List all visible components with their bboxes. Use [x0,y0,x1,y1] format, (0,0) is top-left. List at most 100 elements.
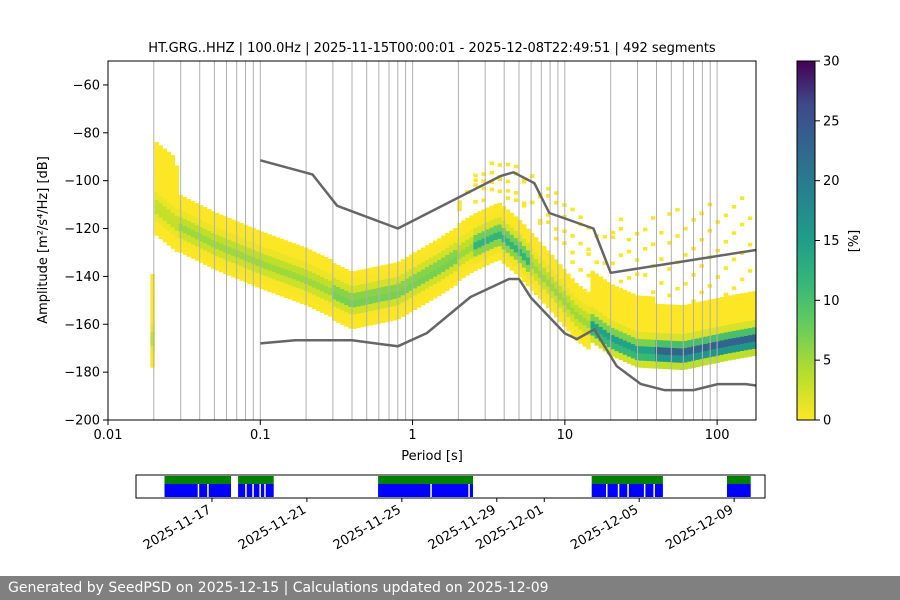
timeline-tick-label: 2025-11-21 [236,502,309,553]
heatmap-cell [360,269,365,277]
heatmap-cell [235,235,240,244]
heatmap-cell [687,303,692,312]
heatmap-cell [255,244,260,252]
heatmap-cell [344,319,349,327]
heatmap-cell [711,327,716,335]
heatmap-cell [723,296,729,304]
heatmap-cell-sparse [497,189,502,194]
heatmap-cell-sparse [618,279,624,284]
heatmap-cell [719,304,725,312]
heatmap-cell [263,240,268,248]
heatmap-cell [655,361,660,369]
heatmap-cell-sparse [513,191,519,195]
heatmap-cell [198,219,204,227]
heatmap-cell-sparse [489,180,494,185]
heatmap-cell [667,347,672,355]
heatmap-cell [223,259,228,267]
heatmap-cell [489,241,494,250]
heatmap-cell [380,293,385,302]
heatmap-cell [429,278,434,287]
heatmap-cell [392,298,398,307]
heatmap-cell [465,246,470,255]
heatmap-cell [194,231,200,240]
heatmap-cell [150,317,155,325]
heatmap-cell [247,262,252,270]
heatmap-cell-sparse [659,231,664,235]
heatmap-cell [356,320,361,328]
heatmap-cell [158,159,163,168]
heatmap-cell [731,337,737,346]
heatmap-cell [198,255,204,263]
heatmap-cell [348,306,353,315]
heatmap-cell-sparse [497,163,502,167]
heatmap-cell [295,273,301,281]
heatmap-cell [489,205,494,214]
heatmap-cell [420,276,426,284]
heatmap-cell [344,304,349,313]
heatmap-cell [425,288,430,296]
heatmap-cell [307,271,313,279]
heatmap-cell [154,142,159,150]
heatmap-cell [453,263,458,272]
heatmap-cell [404,278,410,286]
heatmap-cell [715,355,720,363]
heatmap-cell [626,327,632,336]
heatmap-cell [505,209,511,217]
heatmap-cell [150,309,155,318]
heatmap-cell [743,314,749,322]
heatmap-cell [150,302,155,311]
x-axis-label: Period [s] [401,449,463,464]
heatmap-cell [542,253,547,261]
heatmap-cell [170,169,175,177]
heatmap-cell [558,285,563,294]
heatmap-cell [473,234,478,243]
timeline-date-ticks: 2025-11-17 2025-11-21 2025-11-25 2025-11-29… [141,498,736,553]
heatmap-cell [174,179,180,188]
heatmap-cell [493,254,498,262]
heatmap-cell [445,233,450,241]
heatmap-cell [400,302,406,310]
heatmap-cell [348,285,353,293]
heatmap-cell [332,263,337,271]
heatmap-cell [271,286,276,294]
heatmap-cell [162,163,167,171]
heatmap-cell [679,333,684,342]
heatmap-cell [166,166,171,174]
heatmap-cell [295,244,301,253]
heatmap-cell [320,255,325,263]
heatmap-cell [198,241,204,249]
heatmap-cell [715,319,720,327]
heatmap-cell [735,322,741,331]
heatmap-cell [509,227,515,235]
heatmap-cell [614,307,620,316]
heatmap-cell [586,306,591,314]
heatmap-cell [566,323,571,332]
heatmap-cell [473,241,478,250]
heatmap-cell [380,279,385,288]
y-tick-label: −180 [64,366,100,381]
heatmap-cell [521,274,527,282]
heatmap-cell [731,301,737,310]
heatmap-cell [211,261,216,269]
heatmap-cell [735,337,741,345]
heatmap-cell [711,334,716,343]
heatmap-cell [517,241,523,249]
heatmap-cell [162,148,167,157]
data-gap [197,484,200,497]
heatmap-cell-sparse [626,276,632,280]
heatmap-cell [360,276,365,285]
heatmap-cell [267,248,272,257]
heatmap-cell [227,246,232,255]
heatmap-cell [679,305,684,313]
heatmap-cell [610,306,616,314]
heatmap-cell [190,222,196,231]
heatmap-cell [743,350,749,358]
heatmap-cell [384,293,389,301]
noise-model-nlnm [260,277,756,392]
heatmap-cell [485,236,490,244]
heatmap-cell [202,221,208,229]
heatmap-cell [465,232,470,240]
heatmap-cell [614,329,620,337]
heatmap-cell [469,222,474,230]
heatmap-cell [735,308,741,316]
